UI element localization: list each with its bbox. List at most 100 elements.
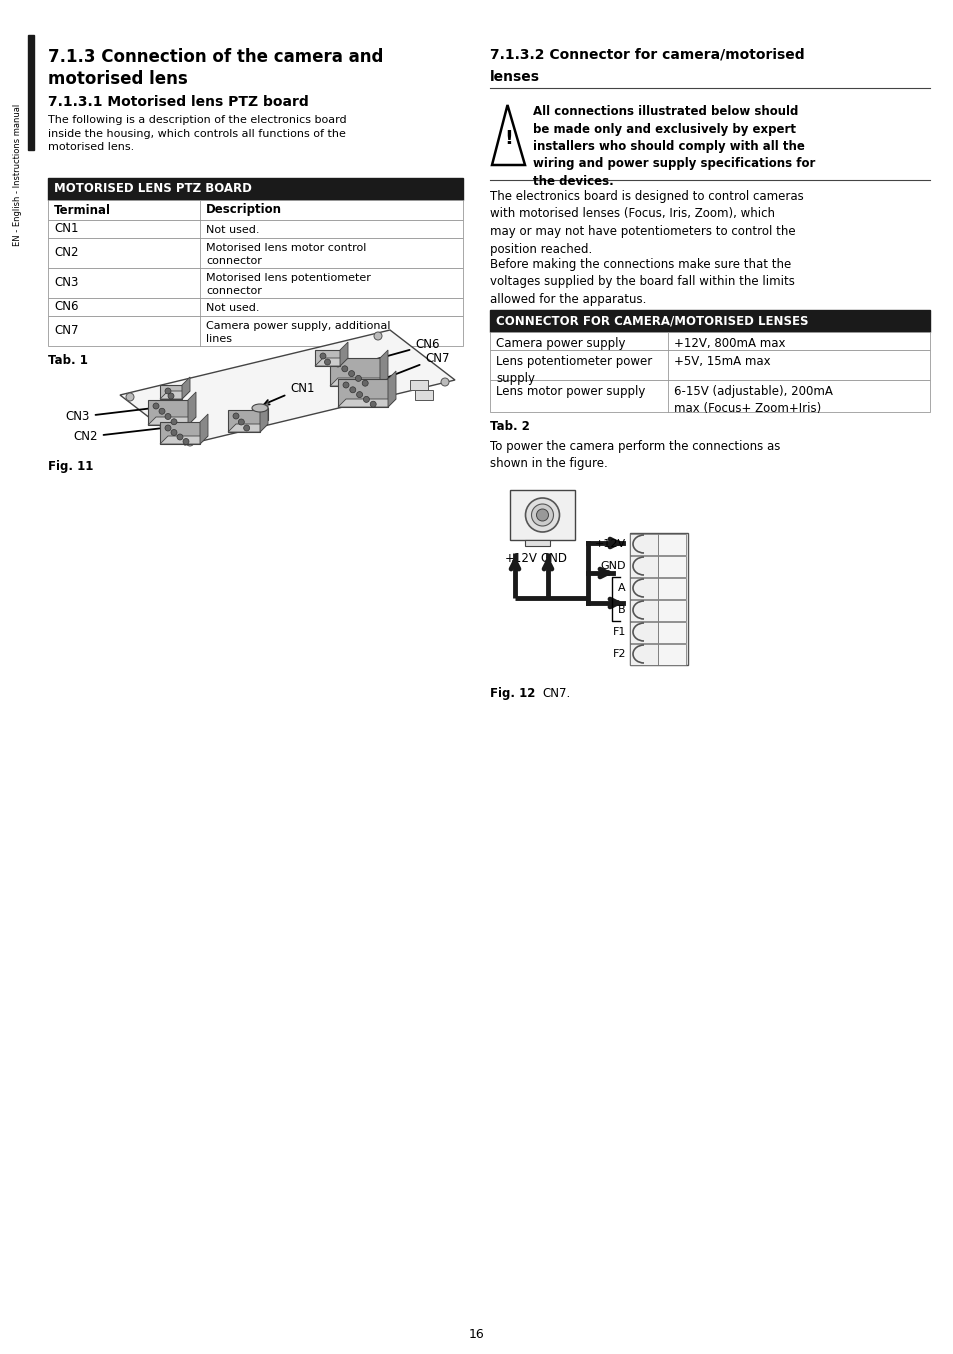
Text: Lens potentiometer power
supply: Lens potentiometer power supply <box>496 355 652 385</box>
Text: Motorised lens motor control
connector: Motorised lens motor control connector <box>206 242 366 267</box>
Bar <box>252 408 268 420</box>
Text: Tab. 1: Tab. 1 <box>48 353 88 367</box>
Text: +12V: +12V <box>504 551 537 565</box>
Bar <box>658 621 685 643</box>
Polygon shape <box>228 424 268 432</box>
Ellipse shape <box>252 403 268 412</box>
Bar <box>490 332 929 349</box>
Polygon shape <box>388 371 395 408</box>
Circle shape <box>348 371 355 376</box>
Circle shape <box>324 359 330 366</box>
Bar <box>658 533 685 555</box>
Bar <box>658 645 685 665</box>
Circle shape <box>355 375 361 382</box>
Circle shape <box>356 391 362 398</box>
Text: CN7: CN7 <box>372 352 449 383</box>
Circle shape <box>165 413 171 420</box>
Text: Terminal: Terminal <box>54 203 111 217</box>
Circle shape <box>159 409 165 414</box>
Circle shape <box>374 332 381 340</box>
Circle shape <box>343 382 349 389</box>
Text: 7.1.3.1 Motorised lens PTZ board: 7.1.3.1 Motorised lens PTZ board <box>48 95 309 110</box>
Text: Motorised lens potentiometer
connector: Motorised lens potentiometer connector <box>206 274 371 297</box>
Text: CN2: CN2 <box>73 425 167 444</box>
Circle shape <box>536 509 548 521</box>
Text: !: ! <box>503 129 513 148</box>
Text: 16: 16 <box>469 1328 484 1342</box>
Text: Description: Description <box>206 203 282 217</box>
Bar <box>490 310 929 332</box>
Circle shape <box>531 504 553 525</box>
Text: 6-15V (adjustable), 200mA
max (Focus+ Zoom+Iris): 6-15V (adjustable), 200mA max (Focus+ Zo… <box>673 385 832 414</box>
Polygon shape <box>200 414 208 444</box>
Bar <box>148 399 188 425</box>
Bar <box>629 600 658 621</box>
Text: Fig. 12: Fig. 12 <box>490 686 535 700</box>
Bar <box>48 268 462 298</box>
Text: GND: GND <box>539 551 566 565</box>
Text: All connections illustrated below should
be made only and exclusively by expert
: All connections illustrated below should… <box>533 106 815 188</box>
Bar <box>510 490 575 540</box>
Polygon shape <box>188 393 195 425</box>
Polygon shape <box>337 399 395 408</box>
Polygon shape <box>160 436 208 444</box>
Text: CN1: CN1 <box>54 222 78 236</box>
Text: CN6: CN6 <box>359 338 439 364</box>
Text: 7.1.3.2 Connector for camera/motorised: 7.1.3.2 Connector for camera/motorised <box>490 47 803 62</box>
Bar <box>629 533 687 665</box>
Bar <box>160 422 200 444</box>
Bar <box>48 219 462 238</box>
Bar <box>410 380 428 390</box>
Polygon shape <box>492 106 524 165</box>
Text: CN6: CN6 <box>54 301 78 314</box>
Polygon shape <box>120 330 455 445</box>
Text: Camera power supply: Camera power supply <box>496 337 625 349</box>
Bar <box>629 533 658 555</box>
Text: +12V: +12V <box>595 539 625 548</box>
Text: 7.1.3 Connection of the camera and: 7.1.3 Connection of the camera and <box>48 47 383 66</box>
Bar <box>524 540 550 546</box>
Bar <box>228 410 260 432</box>
Text: CONNECTOR FOR CAMERA/MOTORISED LENSES: CONNECTOR FOR CAMERA/MOTORISED LENSES <box>496 314 807 328</box>
Text: B: B <box>618 605 625 615</box>
Text: CN1: CN1 <box>264 382 314 405</box>
Text: EN - English - Instructions manual: EN - English - Instructions manual <box>13 104 23 246</box>
Bar <box>314 349 339 366</box>
Circle shape <box>370 401 375 408</box>
Bar <box>337 379 388 408</box>
Bar <box>48 315 462 347</box>
Circle shape <box>335 362 340 367</box>
Text: Fig. 11: Fig. 11 <box>48 460 93 473</box>
Circle shape <box>171 418 177 425</box>
Circle shape <box>363 397 369 402</box>
Circle shape <box>341 366 348 372</box>
Bar <box>658 556 685 577</box>
Circle shape <box>238 418 244 425</box>
Circle shape <box>186 437 193 445</box>
Text: CN2: CN2 <box>54 246 78 260</box>
Bar <box>28 35 34 150</box>
Polygon shape <box>379 349 388 386</box>
Polygon shape <box>182 376 190 399</box>
Polygon shape <box>339 343 348 366</box>
Text: Tab. 2: Tab. 2 <box>490 420 529 432</box>
Text: A: A <box>618 584 625 593</box>
Bar <box>629 645 658 665</box>
Circle shape <box>177 435 183 440</box>
Circle shape <box>319 353 326 359</box>
Text: The following is a description of the electronics board
inside the housing, whic: The following is a description of the el… <box>48 115 346 152</box>
Polygon shape <box>314 357 348 366</box>
Circle shape <box>440 378 449 386</box>
Bar <box>48 200 462 219</box>
Circle shape <box>183 439 189 444</box>
Bar <box>160 385 182 399</box>
Polygon shape <box>160 391 190 399</box>
Circle shape <box>233 413 239 418</box>
Bar <box>658 600 685 621</box>
Circle shape <box>525 498 558 532</box>
Bar <box>658 578 685 598</box>
Text: CN7.: CN7. <box>541 686 570 700</box>
Polygon shape <box>330 378 388 386</box>
Text: MOTORISED LENS PTZ BOARD: MOTORISED LENS PTZ BOARD <box>54 183 252 195</box>
Circle shape <box>152 403 159 409</box>
